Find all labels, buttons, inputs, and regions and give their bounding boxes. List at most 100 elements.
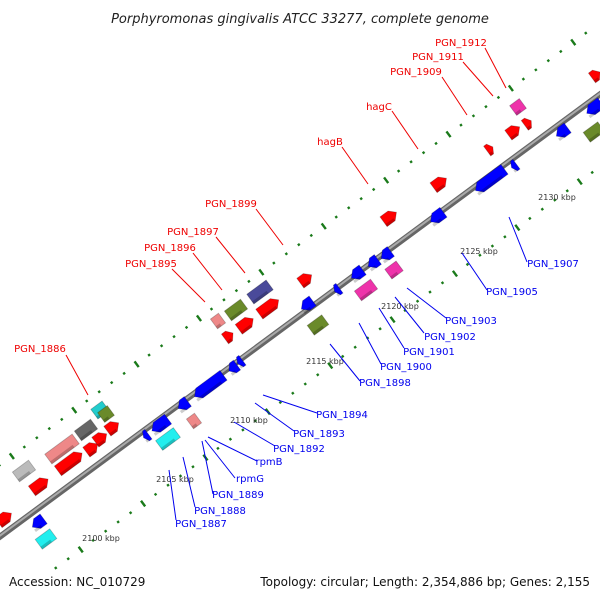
gene-label[interactable]: PGN_1902 <box>424 332 476 343</box>
gene-feature[interactable] <box>44 433 80 465</box>
gene-feature[interactable] <box>185 412 203 430</box>
forward-gene[interactable] <box>103 418 122 437</box>
forward-gene[interactable] <box>504 122 523 141</box>
scale-tick <box>222 298 226 302</box>
gene-feature[interactable] <box>582 121 600 143</box>
gene-label[interactable]: PGN_1889 <box>212 490 264 501</box>
forward-gene[interactable] <box>220 328 236 345</box>
reverse-gene[interactable] <box>225 359 242 376</box>
reverse-gene[interactable] <box>331 282 344 297</box>
gene-label[interactable]: PGN_1900 <box>380 362 432 373</box>
forward-gene[interactable] <box>234 314 257 335</box>
gene-label[interactable]: PGN_1905 <box>486 287 538 298</box>
gene-label[interactable]: PGN_1897 <box>167 227 219 238</box>
gene-label[interactable]: PGN_1911 <box>412 52 464 63</box>
gene-label[interactable]: PGN_1893 <box>293 429 345 440</box>
scale-tick <box>133 360 140 368</box>
scale-tick <box>540 207 544 211</box>
gene-feature[interactable] <box>509 98 527 116</box>
gene-label[interactable]: PGN_1909 <box>390 67 442 78</box>
forward-leader-lines <box>65 47 507 396</box>
forward-gene[interactable] <box>0 508 15 529</box>
scale-tick <box>247 279 251 284</box>
reverse-gene[interactable] <box>553 122 572 141</box>
forward-gene[interactable] <box>91 429 110 448</box>
reverse-gene[interactable] <box>348 264 367 283</box>
gene-label[interactable]: PGN_1901 <box>403 347 455 358</box>
gene-feature[interactable] <box>11 459 37 483</box>
gene-feature[interactable] <box>353 278 379 302</box>
reverse-gene[interactable] <box>472 163 509 196</box>
gene-label[interactable]: PGN_1892 <box>273 444 325 455</box>
reverse-gene[interactable] <box>140 428 153 443</box>
gene-feature[interactable] <box>155 427 181 451</box>
reverse-gene[interactable] <box>148 413 173 436</box>
reverse-gene[interactable] <box>29 513 48 532</box>
gene-label[interactable]: PGN_1887 <box>175 519 227 530</box>
scale-label: 2100 kbp <box>82 534 120 543</box>
scale-tick <box>278 400 282 405</box>
gene-label[interactable]: PGN_1899 <box>205 199 257 210</box>
gene-feature[interactable] <box>384 260 404 280</box>
forward-gene[interactable] <box>483 142 497 157</box>
forward-gene[interactable] <box>520 116 535 131</box>
scale-label: 2125 kbp <box>460 247 498 256</box>
forward-gene[interactable] <box>82 439 101 458</box>
reverse-gene[interactable] <box>583 97 600 119</box>
scale-tick <box>570 38 577 46</box>
scale-tick <box>228 437 233 441</box>
scale-tick <box>546 59 551 63</box>
reverse-gene[interactable] <box>191 369 228 402</box>
gene-label[interactable]: rpmB <box>255 457 282 468</box>
gene-feature[interactable] <box>34 528 58 550</box>
scale-tick <box>35 436 39 440</box>
reverse-gene[interactable] <box>365 254 382 272</box>
scale-tick <box>309 233 313 238</box>
gene-label[interactable]: PGN_1886 <box>14 344 66 355</box>
gene-feature[interactable] <box>223 298 249 322</box>
scale-tick <box>528 216 532 221</box>
gene-label[interactable]: hagB <box>317 137 343 148</box>
gene-label[interactable]: PGN_1903 <box>445 316 497 327</box>
gene-feature[interactable] <box>306 314 330 336</box>
forward-gene[interactable] <box>587 67 600 84</box>
scale-tick <box>465 262 470 267</box>
reverse-gene[interactable] <box>427 206 448 227</box>
gene-label[interactable]: PGN_1896 <box>144 243 196 254</box>
forward-gene[interactable] <box>27 474 51 497</box>
gene-label[interactable]: PGN_1895 <box>125 259 177 270</box>
gene-feature[interactable] <box>73 418 99 442</box>
forward-gene[interactable] <box>53 448 85 477</box>
scale-label: 2120 kbp <box>381 302 419 311</box>
gene-label[interactable]: rpmG <box>236 474 264 485</box>
gene-feature[interactable] <box>97 405 115 423</box>
scale-tick <box>341 354 345 359</box>
scale-tick <box>109 380 114 385</box>
gene-feature[interactable] <box>209 312 227 330</box>
gene-feature[interactable] <box>246 279 274 305</box>
scale-tick <box>559 49 563 54</box>
reverse-gene[interactable] <box>508 158 521 173</box>
scale-tick <box>440 281 445 285</box>
gene-label[interactable]: PGN_1912 <box>435 38 487 49</box>
reverse-gene[interactable] <box>234 354 247 369</box>
scale-tick <box>534 68 538 72</box>
scale-tick <box>291 391 295 395</box>
reverse-gene[interactable] <box>175 396 192 414</box>
scale-tick <box>471 114 476 118</box>
gene-label[interactable]: PGN_1907 <box>527 259 579 270</box>
gene-label[interactable]: hagC <box>366 102 392 113</box>
reverse-gene[interactable] <box>378 246 395 264</box>
scale-tick <box>347 206 351 210</box>
forward-gene[interactable] <box>296 270 315 289</box>
reverse-gene[interactable] <box>298 295 317 314</box>
scale-tick <box>316 373 320 377</box>
gene-label[interactable]: PGN_1894 <box>316 410 368 421</box>
gene-label[interactable]: PGN_1888 <box>194 506 246 517</box>
scale-tick <box>297 242 301 247</box>
forward-gene[interactable] <box>379 207 400 228</box>
forward-gene[interactable] <box>429 173 450 194</box>
forward-gene[interactable] <box>255 295 282 320</box>
gene-label[interactable]: PGN_1898 <box>359 378 411 389</box>
